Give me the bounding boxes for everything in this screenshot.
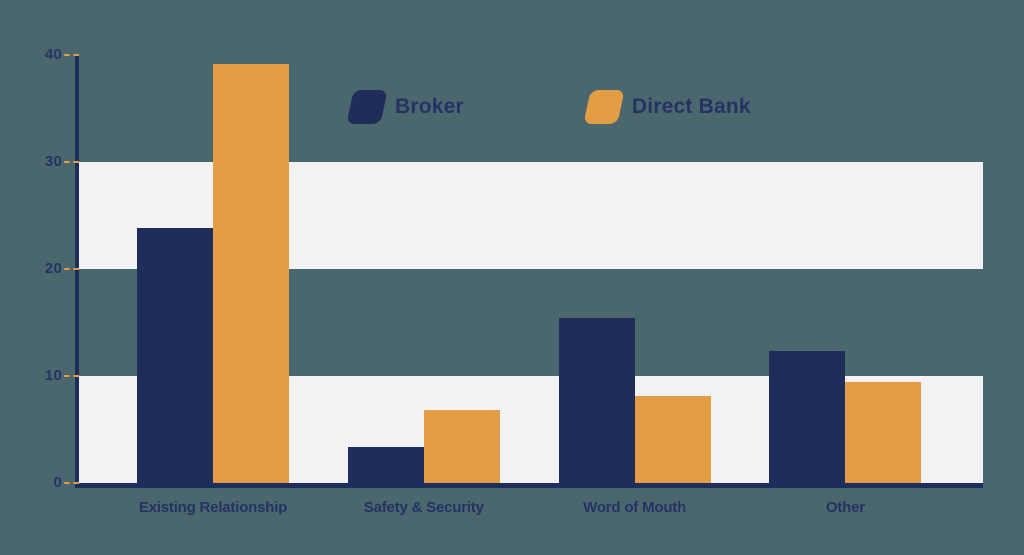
legend-item-broker: Broker <box>346 90 464 124</box>
y-tick-mark-0 <box>64 482 79 484</box>
bar-broker-word-of-mouth <box>558 318 635 483</box>
bar-direct-bank-existing-relationship <box>213 63 289 483</box>
bar-direct-bank-other <box>845 382 922 483</box>
bar-direct-bank-safety-security <box>423 410 500 483</box>
x-axis-line <box>75 483 983 488</box>
legend-label-direct-bank: Direct Bank <box>631 95 751 118</box>
y-tick-mark-20 <box>64 268 79 270</box>
legend-swatch-direct-bank <box>583 90 625 124</box>
legend-item-direct-bank: Direct Bank <box>583 90 751 124</box>
x-category-label-word-of-mouth: Word of Mouth <box>583 499 687 516</box>
legend-label-broker: Broker <box>395 95 464 118</box>
bar-broker-other <box>769 351 846 483</box>
y-tick-label-40: 40 <box>44 46 62 63</box>
chart-legend: Broker Direct Bank <box>346 90 751 124</box>
legend-swatch-broker <box>346 90 388 124</box>
y-tick-label-20: 20 <box>44 260 62 277</box>
x-category-label-existing-relationship: Existing Relationship <box>138 499 288 516</box>
bar-broker-safety-security <box>347 446 424 483</box>
y-tick-label-30: 30 <box>44 153 62 170</box>
bar-broker-existing-relationship <box>137 228 213 483</box>
y-tick-mark-40 <box>64 54 79 56</box>
y-axis-line <box>75 55 79 488</box>
x-category-label-safety-security: Safety & Security <box>363 499 484 516</box>
x-category-label-other: Other <box>825 499 865 516</box>
y-tick-label-10: 10 <box>44 367 62 384</box>
y-tick-mark-10 <box>64 375 79 377</box>
y-tick-mark-30 <box>64 161 79 163</box>
bar-direct-bank-word-of-mouth <box>634 396 711 483</box>
y-tick-label-0: 0 <box>53 474 62 491</box>
